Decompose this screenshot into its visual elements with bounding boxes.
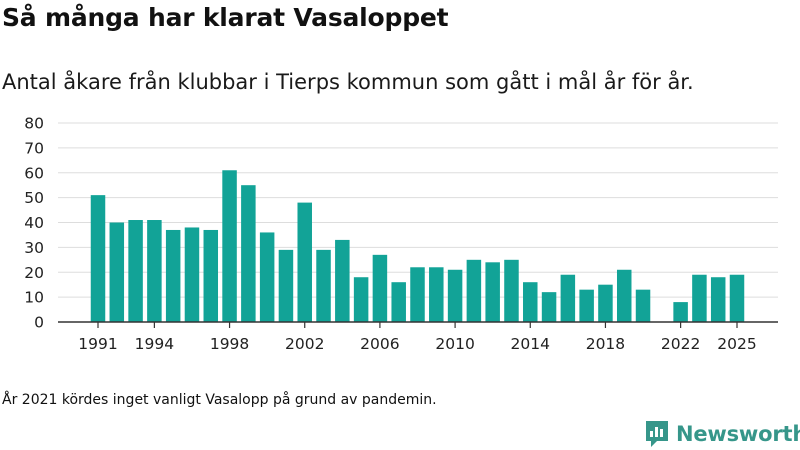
chart-title: Så många har klarat Vasaloppet	[2, 3, 449, 32]
y-tick-label: 40	[24, 214, 44, 232]
y-tick-label: 80	[24, 115, 44, 133]
bar-2007	[391, 282, 406, 322]
bar-2024	[710, 277, 726, 322]
bar-2008	[410, 267, 425, 322]
bar-2013	[504, 259, 519, 322]
brand-name: Newsworthy	[676, 422, 800, 446]
x-tick-label: 2025	[717, 335, 756, 353]
bars	[90, 170, 745, 322]
newsworthy-logo-icon	[646, 421, 668, 447]
x-tick-label: 2018	[586, 335, 625, 353]
gridlines	[58, 122, 778, 298]
bar-2011	[466, 259, 482, 322]
bar-2012	[485, 262, 500, 322]
bar-2002	[297, 202, 312, 322]
x-tick-label: 1991	[78, 335, 117, 353]
bar-1995	[165, 229, 181, 322]
bar-2016	[560, 274, 576, 322]
bar-2001	[278, 249, 294, 322]
bar-1992	[109, 222, 125, 322]
bar-1994	[147, 220, 162, 322]
bar-chart: 0 10 20 30 40 50 60 70 80 1991 1994 1998 2002 2006 201…	[24, 115, 778, 353]
x-tick-label: 2006	[360, 335, 399, 353]
x-tick-label: 2010	[435, 335, 474, 353]
x-tick-label: 1994	[135, 335, 174, 353]
chart-subtitle: Antal åkare från klubbar i Tierps kommun…	[2, 70, 694, 94]
bar-2003	[316, 249, 331, 322]
y-tick-label: 60	[24, 164, 44, 182]
bar-1998	[222, 170, 237, 322]
bar-2022	[673, 302, 688, 322]
bar-2015	[541, 292, 557, 322]
y-tick-label: 70	[24, 139, 44, 157]
bar-2019	[616, 269, 632, 322]
bar-2006	[372, 254, 388, 322]
bar-1993	[128, 220, 143, 322]
bar-1996	[184, 227, 200, 322]
bar-2000	[259, 232, 275, 322]
brand-logo: Newsworthy	[644, 419, 800, 449]
bar-2020	[635, 289, 651, 322]
x-tick-label: 2022	[661, 335, 700, 353]
bar-2025	[729, 274, 745, 322]
y-tick-label: 50	[24, 189, 44, 207]
y-tick-label: 20	[24, 264, 44, 282]
bar-2018	[598, 284, 613, 322]
bar-2004	[335, 239, 350, 322]
x-tick-label: 2014	[511, 335, 550, 353]
y-tick-label: 10	[24, 289, 44, 307]
bar-2005	[353, 277, 369, 322]
bar-2009	[429, 267, 444, 322]
bar-1991	[90, 195, 106, 322]
bar-2014	[523, 282, 538, 322]
bar-1999	[241, 185, 256, 322]
y-tick-label: 0	[34, 314, 44, 332]
axes: 0 10 20 30 40 50 60 70 80 1991 1994 1998 2002 2006 201…	[24, 115, 778, 353]
x-tick-label: 1998	[210, 335, 249, 353]
footnote: År 2021 kördes inget vanligt Vasalopp på…	[2, 392, 437, 408]
bar-1997	[203, 229, 219, 322]
bar-2010	[447, 269, 463, 322]
bar-2017	[579, 289, 594, 322]
x-tick-label: 2002	[285, 335, 324, 353]
bar-2023	[692, 274, 707, 322]
y-tick-label: 30	[24, 239, 44, 257]
